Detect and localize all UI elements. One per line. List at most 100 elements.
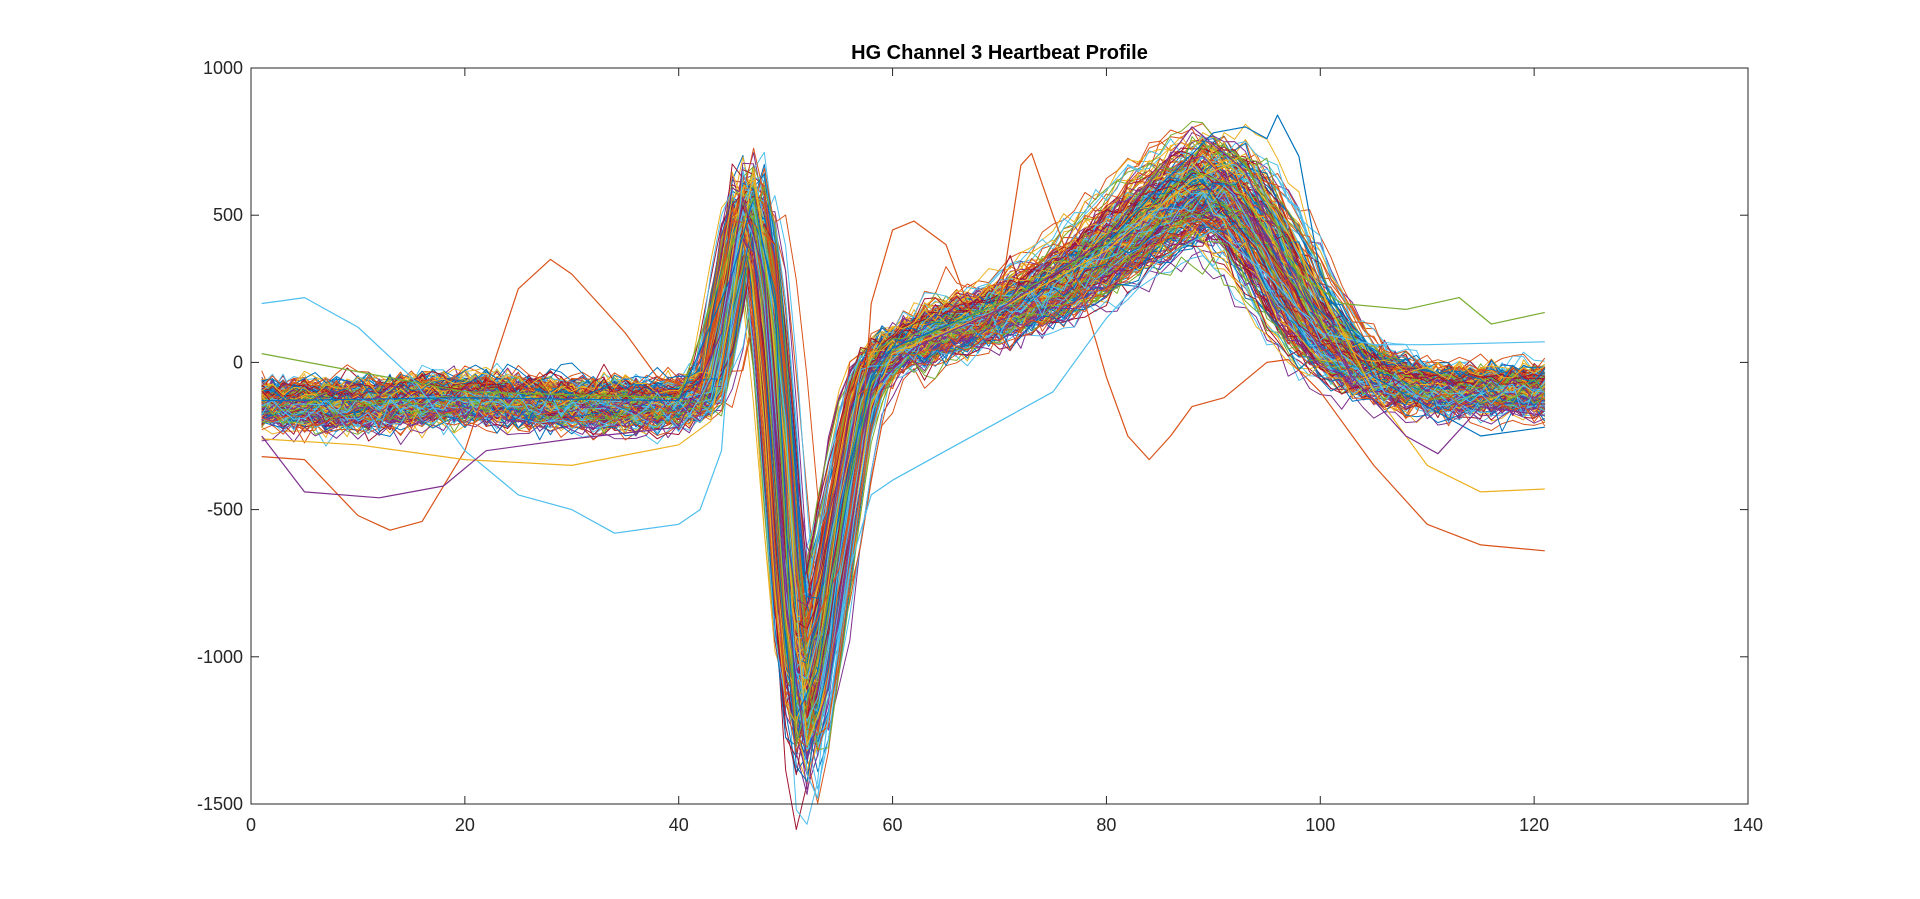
series-line: [261, 154, 1546, 733]
series-line: [261, 197, 1546, 733]
series-line: [261, 182, 1545, 782]
series-line: [261, 213, 1546, 669]
series-line: [261, 178, 1546, 752]
series-line: [261, 217, 1546, 652]
series-line: [261, 167, 1546, 737]
series-line: [261, 166, 1546, 825]
series-line: [261, 223, 1546, 659]
series-line: [261, 213, 1546, 664]
series-line: [261, 188, 1546, 698]
series-line: [261, 175, 1545, 676]
series-line: [261, 175, 1545, 748]
x-tick-label: 100: [1305, 815, 1335, 835]
series-line: [261, 175, 1545, 685]
series-line: [261, 213, 1546, 739]
series-line: [261, 180, 1545, 830]
series-line: [261, 202, 1545, 729]
series-line: [261, 184, 1545, 758]
axes-box: [250, 67, 1749, 805]
series-line: [261, 198, 1546, 699]
series-line: [261, 152, 1546, 790]
series-line: [261, 194, 1545, 702]
series-line: [261, 177, 1545, 702]
series-line: [261, 189, 1545, 735]
series-line: [261, 205, 1546, 718]
series-line: [261, 189, 1545, 694]
series-line: [261, 195, 1545, 758]
series-line: [261, 167, 1546, 727]
series-line: [261, 147, 1546, 736]
series-line: [261, 155, 1545, 742]
series-line: [261, 205, 1546, 719]
series-line: [261, 204, 1546, 738]
series-line: [261, 195, 1546, 753]
series-line: [261, 190, 1546, 720]
y-tick-label: -500: [207, 500, 243, 520]
series-line: [261, 194, 1545, 710]
series-line: [261, 200, 1546, 699]
series-line: [261, 170, 1546, 714]
series-line: [261, 186, 1546, 670]
series-line: [261, 184, 1546, 700]
y-tick-label: 500: [213, 205, 243, 225]
series-line: [261, 180, 1546, 709]
series-line: [261, 200, 1546, 710]
series-line: [261, 191, 1546, 724]
series-line: [261, 201, 1545, 706]
y-tick-label: -1000: [197, 647, 243, 667]
series-line: [261, 211, 1546, 731]
outlier-series-line: [261, 161, 1545, 746]
series-line: [261, 184, 1545, 716]
series-line: [261, 163, 1545, 697]
series-line: [261, 193, 1546, 687]
series-line: [261, 151, 1546, 749]
series-line: [261, 218, 1545, 696]
series-line: [261, 175, 1546, 746]
series-line: [261, 202, 1546, 718]
y-tick-label: 1000: [203, 58, 243, 78]
series-line: [261, 196, 1545, 730]
series-line: [261, 200, 1545, 692]
series-line: [261, 155, 1545, 712]
outlier-series-line: [261, 170, 1545, 746]
series-line: [261, 193, 1545, 705]
series-line: [261, 170, 1545, 739]
series-line: [261, 150, 1546, 737]
series-line: [261, 172, 1546, 683]
series-line: [261, 200, 1545, 682]
series-line: [261, 194, 1545, 691]
series-line: [261, 175, 1545, 775]
series-line: [261, 166, 1546, 743]
series-line: [261, 172, 1546, 747]
series-line: [261, 189, 1545, 772]
series-line: [261, 195, 1546, 662]
series-line: [261, 181, 1546, 744]
y-tick-label: -1500: [197, 794, 243, 814]
series-layer: [261, 114, 1546, 830]
series-line: [261, 169, 1546, 725]
series-line: [261, 183, 1545, 749]
series-line: [261, 153, 1546, 707]
x-tick-label: 140: [1733, 815, 1763, 835]
series-line: [261, 207, 1546, 663]
series-line: [261, 190, 1545, 671]
series-line: [261, 172, 1545, 738]
series-line: [261, 164, 1546, 750]
series-line: [261, 182, 1546, 762]
series-line: [261, 210, 1545, 681]
series-line: [261, 191, 1546, 711]
series-line: [261, 155, 1545, 774]
series-line: [261, 204, 1546, 764]
series-line: [261, 185, 1546, 741]
series-line: [261, 185, 1545, 680]
series-line: [261, 213, 1545, 697]
series-line: [261, 164, 1546, 745]
series-line: [261, 173, 1545, 744]
series-line: [261, 193, 1546, 674]
series-line: [261, 151, 1545, 790]
series-line: [261, 171, 1545, 751]
series-line: [261, 166, 1546, 689]
series-line: [261, 184, 1546, 783]
series-line: [261, 176, 1546, 709]
